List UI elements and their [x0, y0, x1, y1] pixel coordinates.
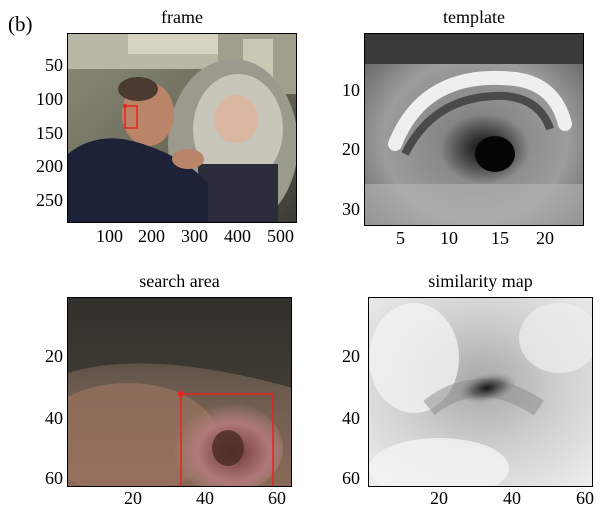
template-y-tick: 20 — [342, 139, 360, 159]
frame-x-tick: 200 — [138, 226, 165, 246]
template-y-tick: 10 — [342, 80, 360, 100]
template-y-tick: 30 — [342, 199, 360, 219]
frame-marker-box — [124, 105, 138, 129]
similarity-y-tick: 40 — [342, 408, 360, 428]
search-image — [67, 297, 292, 487]
similarity-title: similarity map — [428, 271, 533, 291]
search-y-tick: 60 — [45, 468, 63, 488]
similarity-image — [368, 297, 593, 487]
search-y-tick: 40 — [45, 408, 63, 428]
search-x-tick: 60 — [268, 488, 286, 508]
similarity-x-tick: 40 — [503, 488, 521, 508]
frame-y-tick: 150 — [36, 123, 63, 143]
frame-x-tick: 400 — [224, 226, 251, 246]
figure-label: (b) — [8, 12, 33, 36]
similarity-x-tick: 20 — [430, 488, 448, 508]
frame-y-tick: 250 — [36, 190, 63, 210]
template-x-tick: 10 — [440, 228, 458, 248]
template-image — [364, 33, 584, 226]
frame-x-tick: 500 — [267, 226, 294, 246]
search-title: search area — [139, 271, 220, 291]
template-title: template — [443, 7, 505, 27]
similarity-y-tick: 60 — [342, 468, 360, 488]
frame-y-tick: 50 — [45, 55, 63, 75]
frame-x-tick: 300 — [181, 226, 208, 246]
frame-marker-dot — [123, 104, 127, 108]
search-marker-dot — [178, 391, 184, 397]
template-x-tick: 5 — [396, 228, 405, 248]
frame-y-tick: 100 — [36, 89, 63, 109]
search-x-tick: 40 — [196, 488, 214, 508]
frame-y-tick: 200 — [36, 156, 63, 176]
search-x-tick: 20 — [124, 488, 142, 508]
search-marker-box — [180, 393, 274, 486]
search-y-tick: 20 — [45, 346, 63, 366]
frame-image — [67, 33, 297, 223]
template-x-tick: 15 — [491, 228, 509, 248]
frame-title: frame — [161, 7, 203, 27]
template-x-tick: 20 — [536, 228, 554, 248]
similarity-x-tick: 60 — [576, 488, 594, 508]
frame-x-tick: 100 — [96, 226, 123, 246]
similarity-y-tick: 20 — [342, 346, 360, 366]
